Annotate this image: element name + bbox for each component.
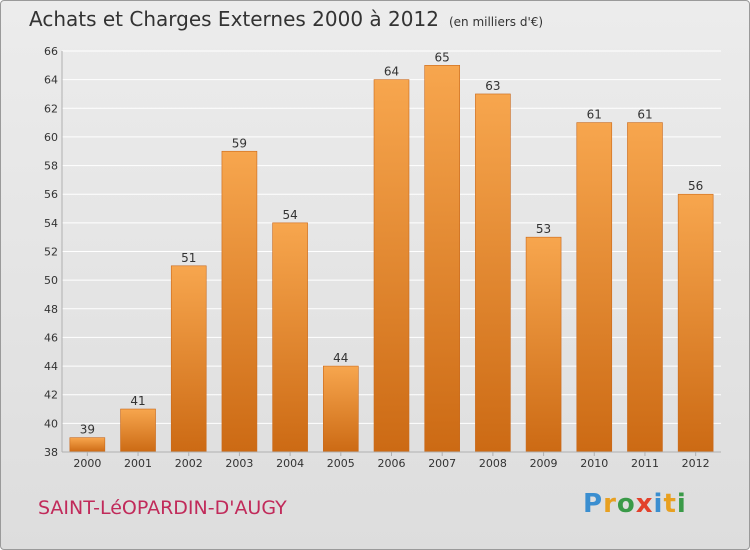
x-tick-label: 2003 — [225, 457, 253, 470]
chart-title-text: Achats et Charges Externes 2000 à 2012 — [29, 7, 439, 31]
data-label: 56 — [688, 179, 703, 193]
x-tick-label: 2007 — [428, 457, 456, 470]
data-label: 53 — [536, 222, 551, 236]
bar — [576, 122, 613, 453]
data-label: 41 — [130, 394, 145, 408]
bar — [170, 265, 207, 453]
y-tick-label: 42 — [44, 389, 58, 402]
data-label: 39 — [80, 423, 95, 437]
y-tick-label: 56 — [44, 188, 58, 201]
chart-title: Achats et Charges Externes 2000 à 2012 (e… — [29, 7, 543, 31]
y-tick-label: 58 — [44, 160, 58, 173]
x-tick-label: 2001 — [124, 457, 152, 470]
bar — [627, 122, 663, 453]
y-tick-label: 48 — [44, 303, 58, 316]
bars: 39 41 51 59 54 44 64 65 63 53 61 61 56 — [69, 50, 714, 453]
y-tick-label: 40 — [44, 417, 58, 430]
data-label: 63 — [485, 79, 500, 93]
data-label: 54 — [282, 208, 297, 222]
y-tick-label: 46 — [44, 331, 58, 344]
x-tick-label: 2000 — [73, 457, 101, 470]
y-tick-label: 62 — [44, 102, 58, 115]
data-label: 65 — [435, 50, 450, 64]
bar — [323, 365, 359, 453]
bar — [475, 93, 511, 453]
y-tick-label: 66 — [44, 45, 58, 58]
x-tick-label: 2011 — [631, 457, 659, 470]
x-tick-label: 2005 — [327, 457, 355, 470]
x-tick-label: 2008 — [479, 457, 507, 470]
y-tick-label: 44 — [44, 360, 58, 373]
bar — [677, 193, 714, 453]
y-tick-label: 64 — [44, 74, 58, 87]
bar — [424, 65, 460, 453]
x-tick-label: 2009 — [530, 457, 558, 470]
bar — [525, 236, 562, 453]
y-tick-label: 54 — [44, 217, 58, 230]
x-tick-label: 2006 — [378, 457, 406, 470]
y-tick-label: 60 — [44, 131, 58, 144]
x-tick-label: 2010 — [580, 457, 608, 470]
x-tick-label: 2002 — [175, 457, 203, 470]
data-label: 64 — [384, 65, 399, 79]
bar — [221, 150, 258, 453]
data-label: 44 — [333, 351, 348, 365]
commune-name: SAINT-LéOPARDIN-D'AUGY — [38, 497, 287, 519]
data-label: 61 — [637, 108, 652, 122]
data-label: 51 — [181, 251, 196, 265]
data-label: 61 — [587, 108, 602, 122]
proxiti-logo: Proxiti — [583, 489, 687, 519]
y-tick-label: 50 — [44, 274, 58, 287]
bar — [120, 408, 156, 453]
axes: 38 40 42 44 46 48 50 52 54 56 58 60 62 64 66 2000 2001 20… — [44, 45, 721, 470]
x-tick-label: 2004 — [276, 457, 304, 470]
data-label: 59 — [232, 136, 247, 150]
chart-unit-note: (en milliers d'€) — [448, 15, 544, 29]
bar — [69, 437, 106, 453]
bar — [373, 79, 410, 453]
y-tick-label: 38 — [44, 446, 58, 459]
x-tick-label: 2012 — [682, 457, 710, 470]
bar — [272, 222, 308, 453]
y-tick-label: 52 — [44, 246, 58, 259]
